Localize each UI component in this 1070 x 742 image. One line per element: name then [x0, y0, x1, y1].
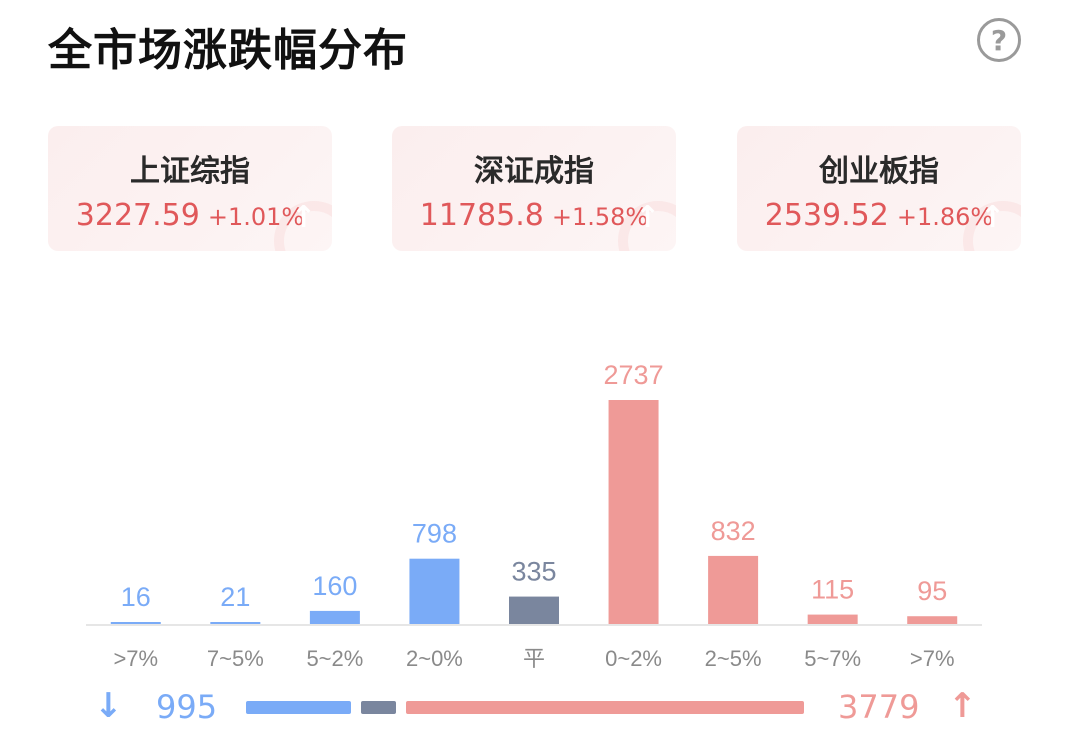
- trend-up-icon: ↑: [979, 200, 1005, 235]
- category-label: 2~0%: [406, 646, 463, 671]
- index-quote: 3227.59 +1.01%: [48, 198, 332, 233]
- index-value: 2539.52: [764, 198, 889, 233]
- flat-ratio-bar: [360, 701, 397, 714]
- index-value: 11785.8: [419, 198, 544, 233]
- category-label: >7%: [113, 646, 158, 671]
- bar: [509, 596, 559, 624]
- bar-value-label: 2737: [604, 360, 664, 390]
- up-ratio-bar: [406, 701, 804, 714]
- bar-value-label: 798: [412, 519, 457, 549]
- card-decoration: [963, 201, 1021, 251]
- index-card-sh[interactable]: 上证综指 3227.59 +1.01% ↑: [48, 126, 332, 251]
- index-name: 创业板指: [819, 154, 939, 189]
- trend-up-icon: ↑: [634, 200, 660, 235]
- index-change: +1.58%: [551, 203, 649, 231]
- bar: [708, 555, 759, 624]
- category-label: 0~2%: [605, 646, 662, 671]
- category-label: >7%: [910, 646, 955, 671]
- index-change: +1.86%: [896, 203, 994, 231]
- index-value: 3227.59: [75, 198, 200, 233]
- page-title: 全市场涨跌幅分布: [48, 25, 408, 76]
- index-name: 深证成指: [474, 154, 594, 189]
- card-decoration: [274, 201, 332, 251]
- index-name: 上证综指: [130, 154, 250, 189]
- category-label: 2~5%: [705, 646, 762, 671]
- up-arrow-icon: ↑: [948, 686, 977, 726]
- down-arrow-icon: ↓: [94, 686, 123, 726]
- index-card-sz[interactable]: 深证成指 11785.8 +1.58% ↑: [392, 126, 676, 251]
- bar-value-label: 16: [121, 582, 151, 612]
- index-quote: 11785.8 +1.58%: [392, 198, 676, 233]
- bar: [309, 610, 360, 624]
- up-count: 3779: [838, 688, 920, 726]
- index-card-cyb[interactable]: 创业板指 2539.52 +1.86% ↑: [737, 126, 1021, 251]
- bar: [608, 400, 659, 624]
- index-quote: 2539.52 +1.86%: [737, 198, 1021, 233]
- bar: [807, 614, 858, 624]
- down-count: 995: [156, 688, 218, 726]
- bar: [110, 622, 161, 624]
- bar-value-label: 335: [511, 557, 556, 587]
- bar-value-label: 21: [220, 582, 250, 612]
- bar-value-label: 95: [917, 576, 947, 606]
- bar-value-label: 115: [811, 575, 854, 605]
- down-ratio-bar: [246, 701, 351, 714]
- card-decoration: [618, 201, 676, 251]
- bar-value-label: 832: [711, 516, 756, 546]
- index-change: +1.01%: [207, 203, 305, 231]
- category-label: 7~5%: [207, 646, 264, 671]
- help-icon[interactable]: ?: [977, 18, 1021, 62]
- trend-up-icon: ↑: [290, 200, 316, 235]
- category-label: 5~7%: [804, 646, 861, 671]
- bar-value-label: 160: [312, 571, 357, 601]
- bar: [907, 616, 958, 624]
- category-label: 平: [523, 646, 545, 671]
- bar: [409, 558, 460, 624]
- category-label: 5~2%: [306, 646, 363, 671]
- bar: [210, 622, 261, 624]
